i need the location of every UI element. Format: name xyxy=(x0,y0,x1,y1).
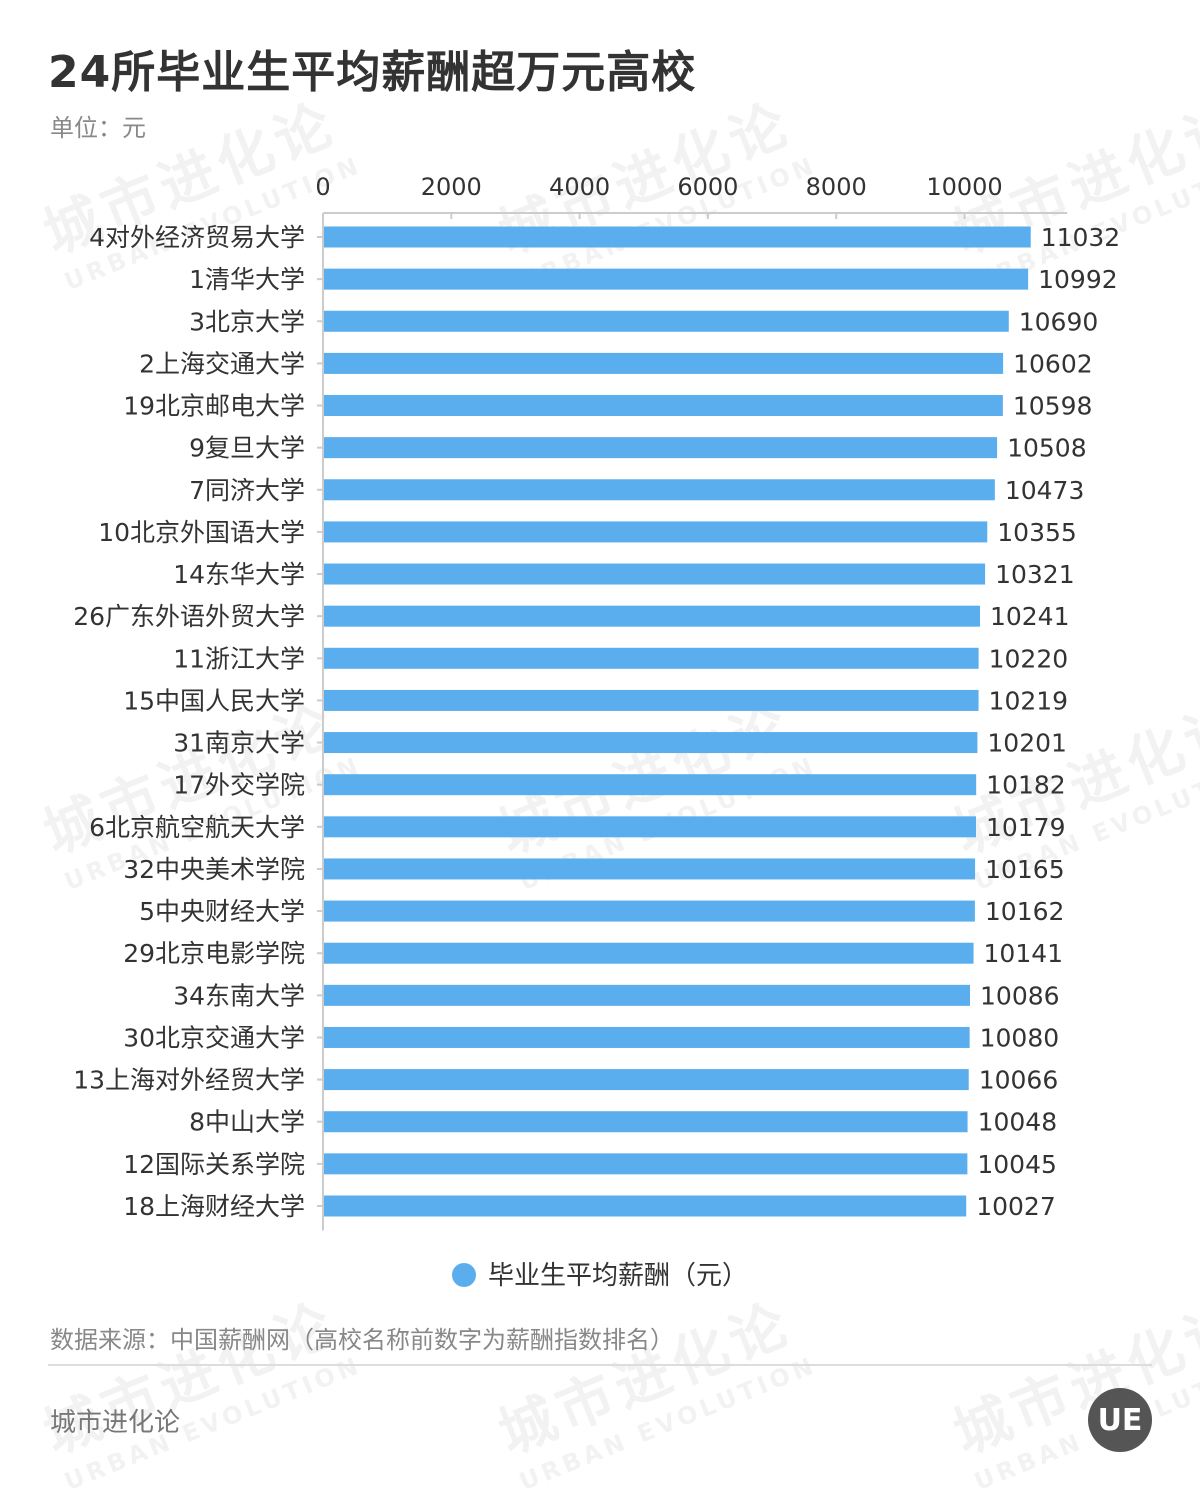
category-label: 11浙江大学 xyxy=(173,644,305,673)
footer-brand: 城市进化论 xyxy=(50,1408,181,1438)
value-label: 10080 xyxy=(980,1023,1060,1052)
x-tick-label: 10000 xyxy=(926,173,1002,201)
bar-chart: 0 2000 4000 6000 8000 10000 4对外经济贸易大学 11032 1清华大… xyxy=(73,173,1121,1231)
value-label: 10602 xyxy=(1013,349,1093,378)
brand-logo: UE xyxy=(1088,1388,1152,1452)
category-label: 10北京外国语大学 xyxy=(98,518,305,547)
x-tick-label: 4000 xyxy=(549,173,610,201)
bar xyxy=(324,774,977,796)
value-label: 10992 xyxy=(1038,265,1118,294)
value-label: 10162 xyxy=(985,897,1065,926)
bar xyxy=(324,984,971,1006)
category-label: 8中山大学 xyxy=(189,1108,305,1137)
category-label: 31南京大学 xyxy=(173,729,305,758)
category-label: 32中央美术学院 xyxy=(123,855,305,884)
category-label: 34东南大学 xyxy=(173,981,305,1010)
category-label: 18上海财经大学 xyxy=(123,1192,305,1221)
x-tick-label: 6000 xyxy=(677,173,738,201)
category-label: 1清华大学 xyxy=(189,265,305,294)
divider xyxy=(48,1364,1152,1366)
category-label: 3北京大学 xyxy=(189,307,305,336)
value-label: 10179 xyxy=(986,813,1066,842)
value-label: 10182 xyxy=(986,771,1066,800)
category-label: 4对外经济贸易大学 xyxy=(89,223,305,252)
bar xyxy=(324,521,988,543)
bar xyxy=(324,689,979,711)
bar xyxy=(324,268,1029,290)
bar xyxy=(324,226,1031,248)
value-label: 10086 xyxy=(980,981,1060,1010)
category-label: 13上海对外经贸大学 xyxy=(73,1066,305,1095)
data-source: 数据来源：中国薪酬网（高校名称前数字为薪酬指数排名） xyxy=(50,1326,674,1354)
bar xyxy=(324,437,998,459)
bar xyxy=(324,605,980,627)
bar xyxy=(324,942,974,964)
category-label: 7同济大学 xyxy=(189,476,305,505)
legend-label: 毕业生平均薪酬（元） xyxy=(487,1261,748,1291)
bar xyxy=(324,479,995,501)
legend-swatch xyxy=(451,1263,476,1287)
value-label: 10027 xyxy=(976,1192,1056,1221)
value-label: 10321 xyxy=(995,560,1075,589)
category-label: 15中国人民大学 xyxy=(123,686,305,715)
value-label: 10219 xyxy=(989,686,1069,715)
value-label: 10473 xyxy=(1005,476,1085,505)
category-label: 30北京交通大学 xyxy=(123,1023,305,1052)
bar xyxy=(324,647,979,669)
x-tick-label: 2000 xyxy=(421,173,482,201)
bar xyxy=(324,1153,968,1175)
x-tick-label: 8000 xyxy=(806,173,867,201)
value-label: 10066 xyxy=(979,1066,1059,1095)
category-label: 29北京电影学院 xyxy=(123,939,305,968)
bar xyxy=(324,395,1003,417)
category-label: 14东华大学 xyxy=(173,560,305,589)
category-label: 2上海交通大学 xyxy=(139,349,305,378)
bar xyxy=(324,563,986,585)
bar xyxy=(324,352,1004,374)
value-label: 10690 xyxy=(1019,307,1099,336)
value-label: 10598 xyxy=(1013,392,1093,421)
bar xyxy=(324,310,1009,332)
bar xyxy=(324,1069,969,1091)
value-label: 10220 xyxy=(989,644,1069,673)
bar xyxy=(324,1111,968,1133)
bar xyxy=(324,1195,967,1217)
bar xyxy=(324,732,978,754)
value-label: 10201 xyxy=(987,729,1067,758)
chart-title: 24所毕业生平均薪酬超万元高校 xyxy=(48,47,697,98)
category-label: 17外交学院 xyxy=(173,771,305,800)
value-label: 10508 xyxy=(1007,434,1087,463)
category-label: 6北京航空航天大学 xyxy=(89,813,305,842)
value-label: 10241 xyxy=(990,602,1070,631)
bar xyxy=(324,858,976,880)
legend: 毕业生平均薪酬（元） xyxy=(0,1255,1200,1292)
value-label: 10048 xyxy=(978,1108,1058,1137)
value-label: 10141 xyxy=(984,939,1064,968)
category-label: 12国际关系学院 xyxy=(123,1150,305,1179)
value-label: 10355 xyxy=(997,518,1077,547)
category-label: 9复旦大学 xyxy=(189,434,305,463)
bar xyxy=(324,1026,970,1048)
x-tick-label: 0 xyxy=(315,173,330,201)
value-label: 10165 xyxy=(985,855,1065,884)
category-label: 26广东外语外贸大学 xyxy=(73,602,305,631)
value-label: 11032 xyxy=(1041,223,1121,252)
category-label: 5中央财经大学 xyxy=(139,897,305,926)
bar xyxy=(324,900,975,922)
category-label: 19北京邮电大学 xyxy=(123,392,305,421)
logo-text: UE xyxy=(1097,1402,1143,1438)
bar xyxy=(324,816,976,838)
value-label: 10045 xyxy=(977,1150,1057,1179)
unit-label: 单位：元 xyxy=(50,114,146,142)
